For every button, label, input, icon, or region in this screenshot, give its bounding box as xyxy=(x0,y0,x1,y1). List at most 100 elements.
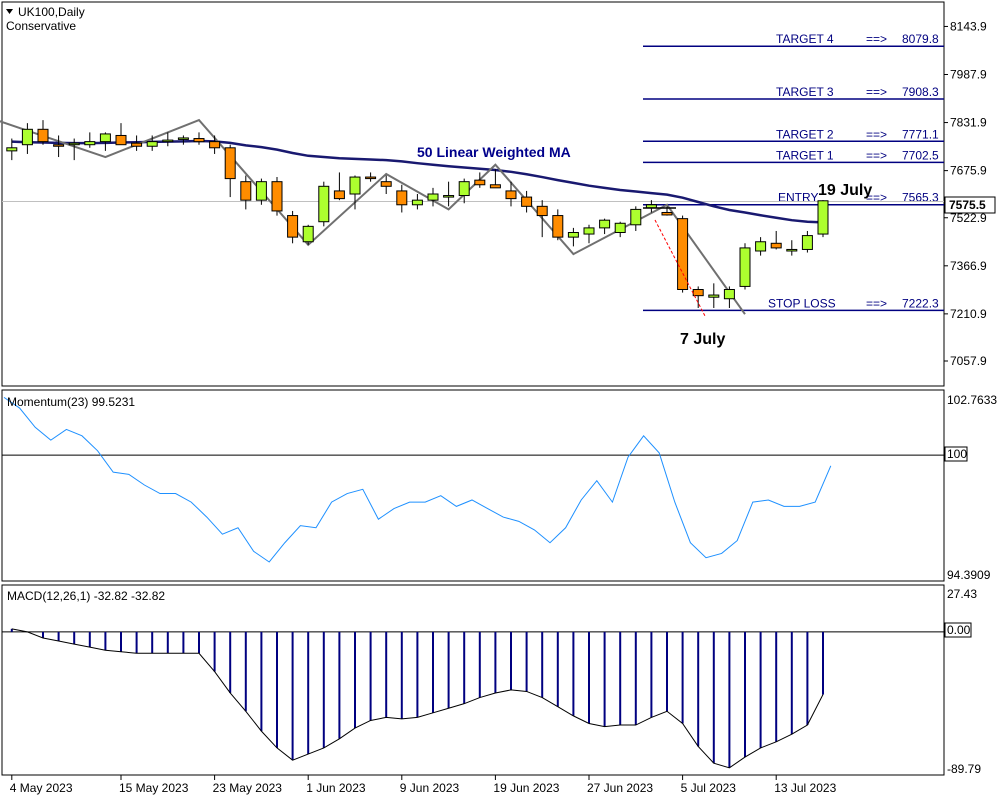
candle xyxy=(630,206,642,231)
candle-body xyxy=(224,147,236,180)
candle xyxy=(380,175,392,194)
candle-body xyxy=(396,190,408,206)
symbol-label: UK100,Daily xyxy=(18,5,85,19)
candle xyxy=(443,181,455,207)
candle xyxy=(271,177,283,216)
candle-body xyxy=(37,128,49,143)
macd-pane: MACD(12,26,1) -32.82 -32.82 27.43 0.00 -… xyxy=(1,584,981,776)
main-ytick-label: 7987.9 xyxy=(950,68,987,82)
candle xyxy=(146,135,158,151)
x-tick-label: 4 May 2023 xyxy=(10,781,73,795)
candle-body xyxy=(287,215,299,238)
level-arrow: ==> xyxy=(866,85,887,99)
main-ytick-label: 7210.9 xyxy=(950,307,987,321)
candle-body xyxy=(333,190,345,200)
main-ytick-label: 7057.9 xyxy=(950,354,987,368)
main-ytick-label: 7675.9 xyxy=(950,164,987,178)
macd-signal-line xyxy=(11,628,824,769)
x-tick-label: 1 Jun 2023 xyxy=(306,781,366,795)
level-value: 7702.5 xyxy=(902,148,939,162)
candle xyxy=(99,132,111,151)
x-axis: 4 May 2023 15 May 2023 23 May 2023 1 Jun 20… xyxy=(10,775,837,795)
candle-body xyxy=(755,241,767,252)
candle xyxy=(708,283,720,308)
candle xyxy=(583,224,595,244)
candle-body xyxy=(458,181,470,197)
candle-body xyxy=(599,219,611,229)
candle-body xyxy=(115,134,127,146)
candle-body xyxy=(630,208,642,226)
sublabel: Conservative xyxy=(6,19,76,33)
level-name: TARGET 1 xyxy=(776,148,834,162)
level-lines: TARGET 4 ==> 8079.8 TARGET 3 ==> 7908.3 TARGET… xyxy=(2,32,944,312)
main-y-axis: 8143.9 7987.9 7831.9 7675.9 7522.9 7366.9 7210… xyxy=(944,19,987,368)
macd-ytick-zero: 0.00 xyxy=(947,623,971,637)
candle-body xyxy=(318,185,330,223)
candle xyxy=(349,175,361,210)
momentum-line xyxy=(3,396,832,563)
level-value: 7908.3 xyxy=(902,85,939,99)
candle xyxy=(255,178,267,205)
level-arrow: ==> xyxy=(866,148,887,162)
x-tick-label: 13 Jul 2023 xyxy=(774,781,836,795)
candle-body xyxy=(786,248,798,252)
momentum-100-box xyxy=(944,446,968,462)
candle-body xyxy=(271,181,283,212)
candle xyxy=(536,200,548,238)
candle xyxy=(801,230,813,253)
candle xyxy=(37,120,49,145)
candle xyxy=(739,243,751,290)
current-price-badge: 7575.5 xyxy=(944,196,996,214)
momentum-pane-frame xyxy=(1,389,945,582)
entry-to-stop-dashed-line xyxy=(654,219,706,317)
candle-body xyxy=(583,227,595,235)
candle xyxy=(552,209,564,241)
level-value: 7565.3 xyxy=(902,191,939,205)
level-name: STOP LOSS xyxy=(768,296,836,310)
candle-body xyxy=(505,190,517,200)
level-name: ENTRY xyxy=(778,191,818,205)
candle xyxy=(489,169,501,189)
level-name: TARGET 2 xyxy=(776,127,834,141)
candle xyxy=(396,184,408,213)
candle-body xyxy=(692,289,704,297)
candle xyxy=(177,135,189,145)
candle-body xyxy=(53,144,65,147)
candle-body xyxy=(443,195,455,198)
candle-body xyxy=(411,199,423,206)
level-arrow: ==> xyxy=(866,32,887,46)
candle xyxy=(365,172,377,182)
main-ytick-label: 7366.9 xyxy=(950,259,987,273)
x-tick-label: 23 May 2023 xyxy=(213,781,283,795)
x-tick-label: 27 Jun 2023 xyxy=(587,781,653,795)
candle xyxy=(677,215,689,293)
candle-body xyxy=(770,242,782,249)
candle xyxy=(84,132,96,148)
candle xyxy=(6,138,18,161)
level-arrow: ==> xyxy=(866,296,887,310)
candle-body xyxy=(99,133,111,143)
main-ytick-label: 7831.9 xyxy=(950,116,987,130)
dropdown-triangle-icon[interactable] xyxy=(6,9,13,14)
level-arrow: ==> xyxy=(866,127,887,141)
candle xyxy=(723,286,735,308)
candle-body xyxy=(739,247,751,287)
candle xyxy=(333,172,345,201)
macd-histogram xyxy=(10,628,824,768)
candle-body xyxy=(536,205,548,217)
candle-body xyxy=(521,196,533,207)
candle-body xyxy=(21,128,33,146)
candle xyxy=(240,175,252,210)
main-pane: TARGET 4 ==> 8079.8 TARGET 3 ==> 7908.3 TARGET… xyxy=(0,1,996,387)
momentum-ytick-bottom: 94.3909 xyxy=(947,568,991,582)
candle xyxy=(427,187,439,207)
momentum-ytick-100: 100 xyxy=(947,447,967,461)
candle xyxy=(115,123,127,146)
candle xyxy=(302,224,314,245)
candle-body xyxy=(817,200,829,235)
level-value: 7222.3 xyxy=(902,296,939,310)
candle-body xyxy=(162,139,174,143)
macd-zero-box xyxy=(944,622,972,638)
candle-body xyxy=(708,294,720,298)
candle-body xyxy=(723,289,735,300)
